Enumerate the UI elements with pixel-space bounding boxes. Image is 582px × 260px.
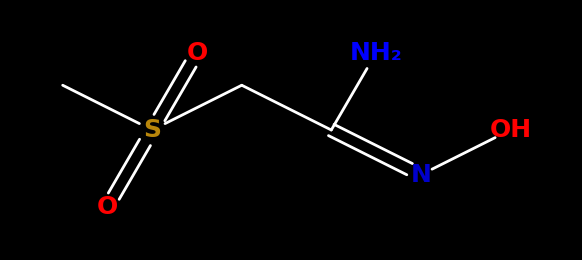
Text: OH: OH — [489, 118, 531, 142]
Text: NH₂: NH₂ — [350, 41, 402, 65]
Text: N: N — [410, 163, 431, 187]
Text: O: O — [97, 195, 118, 219]
Text: O: O — [186, 41, 208, 65]
Text: S: S — [143, 118, 161, 142]
